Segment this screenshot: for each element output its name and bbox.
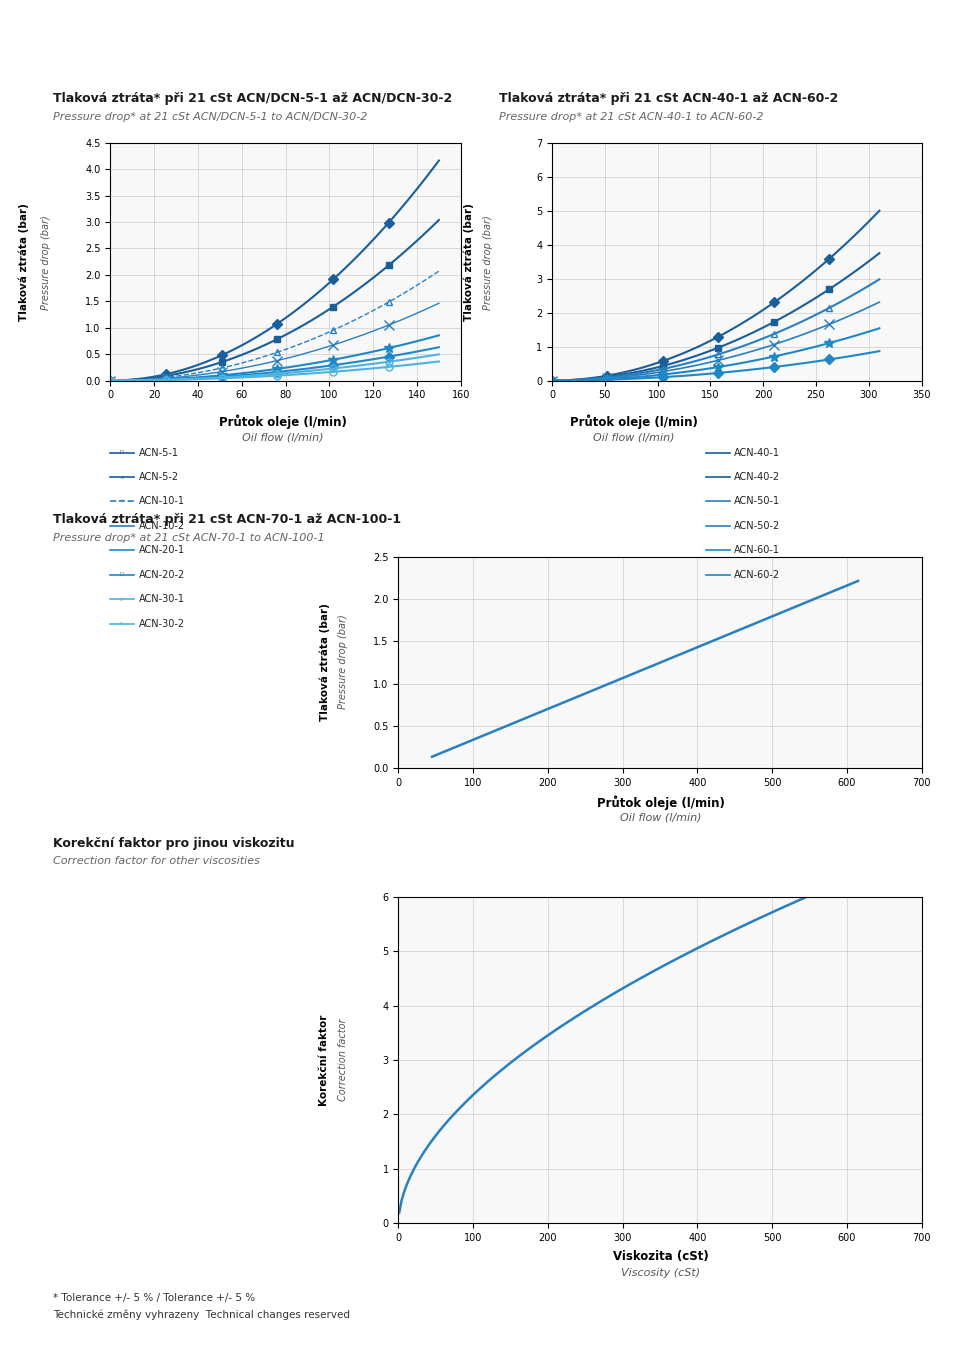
Text: Viskozita (cSt): Viskozita (cSt): [612, 1250, 708, 1264]
Text: Viscosity (cSt): Viscosity (cSt): [621, 1268, 700, 1277]
Text: Correction factor for other viscosities: Correction factor for other viscosities: [53, 856, 259, 866]
Text: s: s: [121, 474, 123, 480]
Text: Tlaková ztráta* při 21 cSt ACN-70-1 až ACN-100-1: Tlaková ztráta* při 21 cSt ACN-70-1 až A…: [53, 514, 401, 526]
Text: * Tolerance +/- 5 % / Tolerance +/- 5 %: * Tolerance +/- 5 % / Tolerance +/- 5 %: [53, 1292, 255, 1302]
Text: o: o: [120, 621, 124, 626]
Text: Pressure drop (bar): Pressure drop (bar): [338, 614, 348, 709]
Text: ACN-40-1: ACN-40-1: [734, 447, 780, 458]
Text: ACN-50-1: ACN-50-1: [734, 496, 780, 507]
Text: ACN-10-1: ACN-10-1: [139, 496, 185, 507]
Text: ACN-5-1: ACN-5-1: [139, 447, 180, 458]
Text: D: D: [120, 572, 124, 578]
Text: Correction factor: Correction factor: [338, 1019, 348, 1101]
Text: ACN-50-2: ACN-50-2: [734, 520, 780, 531]
Text: Korekční faktor pro jinou viskozitu: Korekční faktor pro jinou viskozitu: [53, 837, 295, 849]
Text: o: o: [120, 597, 124, 602]
Text: Tlaková ztráta* při 21 cSt ACN-40-1 až ACN-60-2: Tlaková ztráta* při 21 cSt ACN-40-1 až A…: [499, 92, 838, 105]
Text: Oil flow (l/min): Oil flow (l/min): [620, 813, 701, 822]
Text: ^: ^: [120, 499, 124, 504]
Text: rl-hydraulics.com: rl-hydraulics.com: [14, 19, 145, 33]
Text: Pressure drop (bar): Pressure drop (bar): [41, 215, 51, 310]
Text: ACN-5-2: ACN-5-2: [139, 472, 180, 482]
Text: Průtok oleje (l/min): Průtok oleje (l/min): [219, 414, 348, 429]
Text: Oil flow (l/min): Oil flow (l/min): [243, 432, 324, 442]
Text: ACN-30-1: ACN-30-1: [139, 594, 185, 605]
Text: Technické změny vyhrazeny  Technical changes reserved: Technické změny vyhrazeny Technical chan…: [53, 1310, 349, 1320]
Text: ACN-20-1: ACN-20-1: [139, 545, 185, 556]
Text: Korekční faktor: Korekční faktor: [320, 1014, 329, 1106]
Text: ACN-40-2: ACN-40-2: [734, 472, 780, 482]
Text: ACN-10-2: ACN-10-2: [139, 520, 185, 531]
Text: ACN-60-2: ACN-60-2: [734, 569, 780, 580]
Text: Tlaková ztráta (bar): Tlaková ztráta (bar): [19, 204, 29, 321]
Text: Pressure drop* at 21 cSt ACN-70-1 to ACN-100-1: Pressure drop* at 21 cSt ACN-70-1 to ACN…: [53, 533, 324, 542]
Text: Oil flow (l/min): Oil flow (l/min): [593, 432, 674, 442]
Text: Tlaková ztráta* při 21 cSt ACN/DCN-5-1 až ACN/DCN-30-2: Tlaková ztráta* při 21 cSt ACN/DCN-5-1 a…: [53, 92, 452, 105]
Text: Tlaková ztráta (bar): Tlaková ztráta (bar): [464, 204, 473, 321]
Text: ACN-60-1: ACN-60-1: [734, 545, 780, 556]
Text: Tlaková ztráta (bar): Tlaková ztráta (bar): [320, 603, 329, 720]
Text: D: D: [120, 450, 124, 455]
Text: 10: 10: [927, 19, 946, 33]
Text: Průtok oleje (l/min): Průtok oleje (l/min): [569, 414, 698, 429]
Text: ACN-30-2: ACN-30-2: [139, 618, 185, 629]
Text: Průtok oleje (l/min): Průtok oleje (l/min): [596, 795, 725, 810]
Text: Pressure drop (bar): Pressure drop (bar): [483, 215, 492, 310]
Text: Pressure drop* at 21 cSt ACN/DCN-5-1 to ACN/DCN-30-2: Pressure drop* at 21 cSt ACN/DCN-5-1 to …: [53, 111, 367, 121]
Text: ACN-20-2: ACN-20-2: [139, 569, 185, 580]
Text: Pressure drop* at 21 cSt ACN-40-1 to ACN-60-2: Pressure drop* at 21 cSt ACN-40-1 to ACN…: [499, 111, 764, 121]
